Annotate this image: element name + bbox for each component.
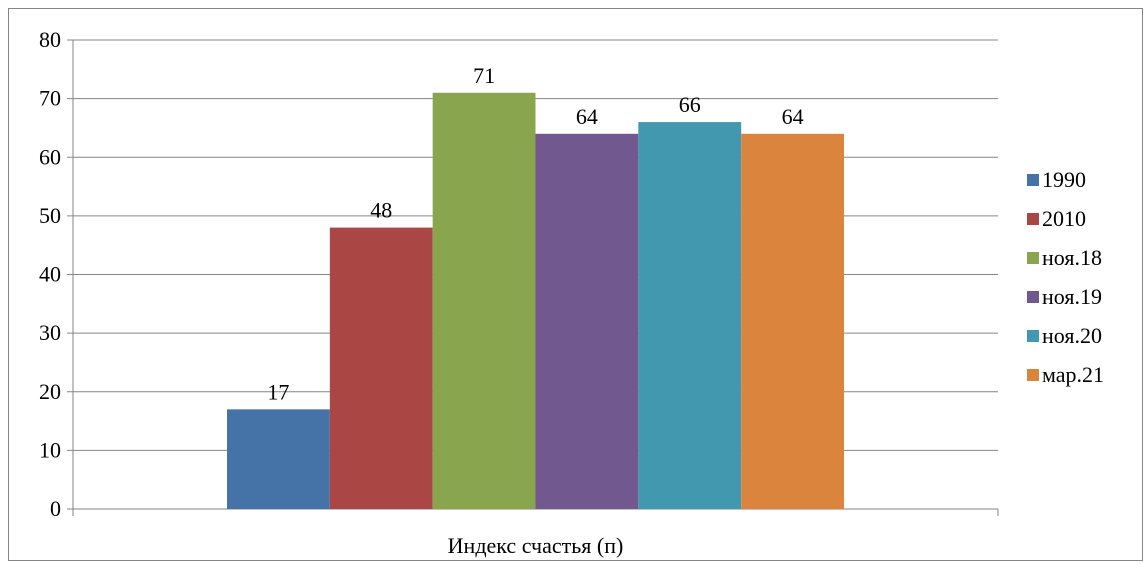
data-label: 66 — [679, 92, 701, 117]
bar-ноя.20 — [638, 122, 742, 509]
y-tick-label: 20 — [39, 379, 61, 404]
y-tick-label: 70 — [39, 86, 61, 111]
data-label: 71 — [473, 63, 495, 88]
y-tick-label: 60 — [39, 144, 61, 169]
legend-label: ноя.18 — [1042, 245, 1102, 270]
y-tick-label: 10 — [39, 437, 61, 462]
bar-ноя.18 — [432, 92, 536, 509]
legend-label: 2010 — [1042, 206, 1086, 231]
y-tick-label: 50 — [39, 203, 61, 228]
legend-label: 1990 — [1042, 167, 1086, 192]
data-label: 64 — [782, 104, 804, 129]
bar-мар.21 — [741, 133, 844, 510]
y-tick-label: 30 — [39, 320, 61, 345]
bar-ноя.19 — [535, 133, 639, 510]
legend: 1990 2010 ноя.18 ноя.19 ноя.20 мар.21 — [1027, 167, 1104, 387]
y-tick-label: 0 — [50, 496, 61, 521]
data-labels: 17 48 71 64 66 64 — [267, 63, 803, 405]
legend-swatch — [1027, 369, 1039, 381]
legend-label: ноя.20 — [1042, 323, 1102, 348]
legend-swatch — [1027, 213, 1039, 225]
bar-2010 — [329, 227, 433, 509]
legend-swatch — [1027, 174, 1039, 186]
bar-1990 — [227, 409, 330, 509]
legend-swatch — [1027, 330, 1039, 342]
legend-label: ноя.19 — [1042, 284, 1102, 309]
legend-label: мар.21 — [1042, 362, 1104, 387]
data-label: 17 — [267, 379, 289, 404]
data-label: 48 — [370, 198, 392, 223]
x-category-label: Индекс счастья (п) — [448, 533, 624, 558]
y-tick-label: 80 — [39, 27, 61, 52]
bars — [227, 92, 844, 510]
legend-swatch — [1027, 252, 1039, 264]
data-label: 64 — [576, 104, 598, 129]
y-tick-label: 40 — [39, 262, 61, 287]
legend-swatch — [1027, 291, 1039, 303]
